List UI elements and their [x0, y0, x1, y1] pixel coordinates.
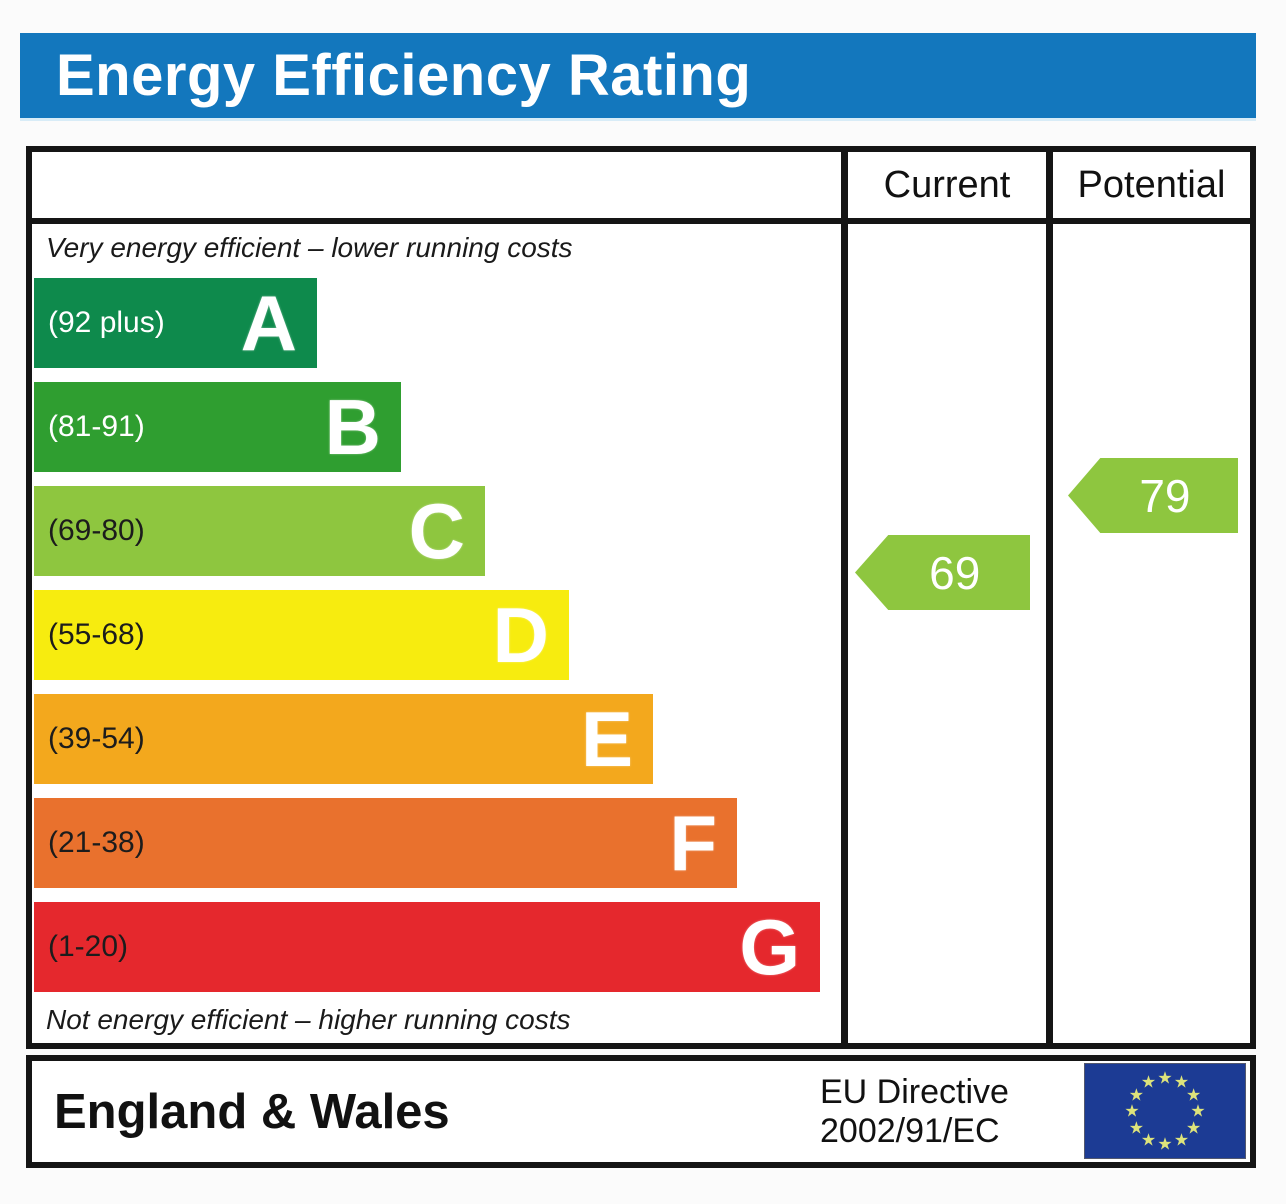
- current-rating-value: 69: [929, 546, 981, 599]
- band-range-label: (69-80): [48, 514, 145, 547]
- top-caption: Very energy efficient – lower running co…: [46, 232, 573, 263]
- eu-star-icon: ★: [1124, 1101, 1140, 1121]
- eu-star-icon: ★: [1185, 1118, 1202, 1137]
- potential-column-header: Potential: [1077, 163, 1226, 206]
- eu-star-icon: ★: [1157, 1134, 1173, 1154]
- band-range-label: (1-20): [48, 930, 129, 963]
- eu-directive-line1: EU Directive: [820, 1072, 1009, 1111]
- potential-rating-value: 79: [1139, 469, 1191, 522]
- eu-flag-icon: ★ ★ ★ ★ ★ ★ ★ ★ ★ ★ ★ ★: [1084, 1063, 1246, 1159]
- column-divider-potential: [1046, 152, 1053, 1043]
- band-range-label: (39-54): [48, 722, 145, 755]
- eu-directive-line2: 2002/91/EC: [820, 1111, 1000, 1150]
- page-title: Energy Efficiency Rating: [56, 43, 752, 108]
- eu-star-icon: ★: [1140, 1072, 1157, 1092]
- eu-star-icon: ★: [1128, 1085, 1145, 1104]
- eu-star-icon: ★: [1185, 1085, 1202, 1104]
- band-letter: C: [408, 487, 465, 575]
- eu-star-icon: ★: [1157, 1068, 1173, 1088]
- eu-star-icon: ★: [1128, 1118, 1145, 1137]
- band-range-label: (92 plus): [48, 306, 165, 339]
- eu-directive-label: EU Directive 2002/91/EC: [820, 1072, 1009, 1150]
- eu-star-icon: ★: [1173, 1130, 1190, 1150]
- band-letter: F: [669, 799, 717, 887]
- band-letter: B: [324, 383, 381, 471]
- current-column-header: Current: [883, 163, 1011, 206]
- band-letter: A: [240, 279, 297, 367]
- eu-star-icon: ★: [1140, 1130, 1157, 1150]
- region-label: England & Wales: [54, 1084, 450, 1139]
- bottom-caption: Not energy efficient – higher running co…: [46, 1004, 571, 1035]
- band-range-label: (55-68): [48, 618, 145, 651]
- column-divider-current: [841, 152, 848, 1043]
- rating-table: Current Potential Very energy efficient …: [26, 146, 1256, 1049]
- band-letter: E: [580, 695, 633, 783]
- title-bar: Energy Efficiency Rating: [20, 33, 1256, 121]
- band-row-E: (39-54) E: [34, 694, 653, 784]
- header-row-divider: [32, 218, 1250, 224]
- band-letter: D: [492, 591, 549, 679]
- eu-star-icon: ★: [1190, 1101, 1206, 1121]
- potential-rating-arrow: 79: [1068, 458, 1238, 533]
- band-range-label: (81-91): [48, 410, 145, 443]
- band-row-A: (92 plus) A: [34, 278, 317, 368]
- band-row-B: (81-91) B: [34, 382, 401, 472]
- eu-star-icon: ★: [1173, 1072, 1190, 1092]
- band-row-C: (69-80) C: [34, 486, 485, 576]
- footer: England & Wales EU Directive 2002/91/EC …: [26, 1055, 1256, 1168]
- band-letter: G: [739, 903, 800, 991]
- band-range-label: (21-38): [48, 826, 145, 859]
- band-row-F: (21-38) F: [34, 798, 737, 888]
- band-row-D: (55-68) D: [34, 590, 569, 680]
- current-rating-arrow: 69: [855, 535, 1030, 610]
- band-row-G: (1-20) G: [34, 902, 820, 992]
